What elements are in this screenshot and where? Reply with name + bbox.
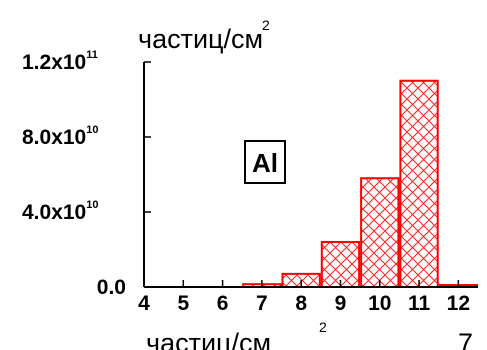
bottom-label: частиц/см	[146, 328, 271, 350]
x-tick-label-10: 10	[368, 292, 391, 315]
bar-9	[320, 241, 361, 288]
annotation-box: Al	[244, 140, 286, 184]
x-tick-label-7: 7	[256, 292, 268, 315]
bottom-label-superscript: 2	[319, 319, 327, 335]
x-tick-label-4: 4	[138, 292, 150, 315]
x-tick-label-9: 9	[335, 292, 347, 315]
x-tick-label-5: 5	[177, 292, 189, 315]
y-axis-label-superscript: 2	[262, 17, 270, 33]
y-axis-label: частиц/см	[138, 24, 263, 54]
x-tick-label-11: 11	[408, 292, 431, 315]
bar-10	[360, 177, 400, 288]
y-ticks: 0.0 4.0x1010 8.0x1010 1.2x1011	[22, 49, 151, 299]
annotation-label: Al	[252, 148, 278, 178]
y-tick-label-0: 0.0	[97, 276, 126, 299]
y-tick-label-3: 1.2x1011	[22, 49, 98, 74]
x-tick-label-8: 8	[295, 292, 307, 315]
bottom-right-text: 7	[458, 328, 473, 350]
y-tick-label-1: 4.0x1010	[22, 199, 98, 224]
x-ticks: 4 5 6 7 8 9 10 11 12	[138, 280, 470, 315]
x-tick-label-6: 6	[217, 292, 229, 315]
y-tick-label-2: 8.0x1010	[22, 124, 98, 149]
bar-11	[399, 79, 439, 288]
x-tick-label-12: 12	[447, 292, 470, 315]
